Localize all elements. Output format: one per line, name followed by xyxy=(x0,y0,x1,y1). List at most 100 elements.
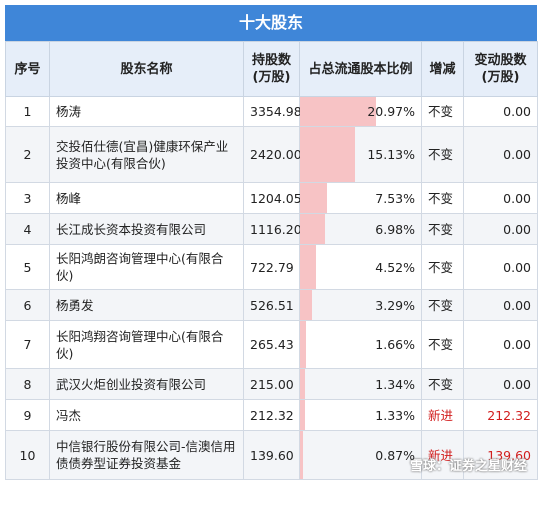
row-index: 1 xyxy=(5,96,50,127)
change-status: 不变 xyxy=(421,182,464,214)
shareholder-name: 杨涛 xyxy=(49,96,244,127)
shareholder-name: 长江成长资本投资有限公司 xyxy=(49,213,244,245)
table-row: 7 长阳鸿翔咨询管理中心(有限合伙) 265.43 1.66% 不变 0.00 xyxy=(5,320,538,369)
header-ratio: 占总流通股本比例 xyxy=(299,41,422,97)
change-status: 新进 xyxy=(421,430,464,480)
change-status: 不变 xyxy=(421,289,464,321)
ratio-bar xyxy=(300,245,317,289)
table-row: 2 交投佰仕德(宜昌)健康环保产业投资中心(有限合伙) 2420.00 15.13% 不… xyxy=(5,126,538,183)
table-title: 十大股东 xyxy=(5,5,537,41)
ratio-cell: 1.33% xyxy=(299,399,422,431)
table-row: 9 冯杰 212.32 1.33% 新进 212.32 xyxy=(5,399,538,431)
header-row: 序号 股东名称 持股数 (万股) 占总流通股本比例 增减 变动股数 (万股) xyxy=(5,41,538,97)
ratio-value: 4.52% xyxy=(375,259,415,275)
header-change-shares-line1: 变动股数 xyxy=(474,53,527,68)
change-status: 不变 xyxy=(421,96,464,127)
header-change: 增减 xyxy=(421,41,464,97)
ratio-bar xyxy=(300,290,312,320)
change-shares-value: 212.32 xyxy=(463,399,538,431)
header-holding-line1: 持股数 xyxy=(251,53,291,68)
change-status: 不变 xyxy=(421,320,464,369)
ratio-value: 1.33% xyxy=(375,407,415,423)
change-shares-value: 0.00 xyxy=(463,213,538,245)
ratio-cell: 0.87% xyxy=(299,430,422,480)
change-status: 不变 xyxy=(421,126,464,183)
change-shares-value: 0.00 xyxy=(463,320,538,369)
ratio-bar xyxy=(300,369,305,399)
row-index: 3 xyxy=(5,182,50,214)
header-holding-line2: (万股) xyxy=(252,70,291,85)
ratio-cell: 1.66% xyxy=(299,320,422,369)
change-shares-value: 0.00 xyxy=(463,368,538,400)
holding-value: 139.60 xyxy=(243,430,300,480)
shareholder-name: 武汉火炬创业投资有限公司 xyxy=(49,368,244,400)
header-index: 序号 xyxy=(5,41,50,97)
watermark-logo: 雪球：证券之星财经 xyxy=(409,459,527,474)
holding-value: 265.43 xyxy=(243,320,300,369)
ratio-value: 20.97% xyxy=(367,104,415,119)
table-row: 3 杨峰 1204.05 7.53% 不变 0.00 xyxy=(5,182,538,214)
holding-value: 2420.00 xyxy=(243,126,302,183)
holding-value: 1204.05 xyxy=(243,182,302,214)
ratio-bar xyxy=(300,127,355,182)
header-change-shares: 变动股数 (万股) xyxy=(463,41,538,97)
ratio-value: 6.98% xyxy=(375,221,415,237)
row-index: 8 xyxy=(5,368,50,400)
row-index: 4 xyxy=(5,213,50,245)
ratio-value: 15.13% xyxy=(367,147,415,162)
ratio-bar xyxy=(300,400,305,430)
table-row: 8 武汉火炬创业投资有限公司 215.00 1.34% 不变 0.00 xyxy=(5,368,538,400)
shareholder-name: 杨勇发 xyxy=(49,289,244,321)
shareholder-name: 杨峰 xyxy=(49,182,244,214)
shareholder-name: 中信银行股份有限公司-信澳信用债债券型证券投资基金 xyxy=(49,430,244,480)
shareholder-name: 交投佰仕德(宜昌)健康环保产业投资中心(有限合伙) xyxy=(49,126,244,183)
ratio-cell: 6.98% xyxy=(299,213,422,245)
shareholder-name: 冯杰 xyxy=(49,399,244,431)
row-index: 2 xyxy=(5,126,50,183)
ratio-value: 1.66% xyxy=(375,337,415,352)
change-status: 不变 xyxy=(421,368,464,400)
shareholders-table: 序号 股东名称 持股数 (万股) 占总流通股本比例 增减 变动股数 (万股) 1… xyxy=(5,41,538,480)
ratio-bar xyxy=(300,97,377,126)
ratio-cell: 15.13% xyxy=(299,126,422,183)
shareholder-name: 长阳鸿翔咨询管理中心(有限合伙) xyxy=(49,320,244,369)
table-row: 5 长阳鸿朗咨询管理中心(有限合伙) 722.79 4.52% 不变 0.00 xyxy=(5,244,538,290)
ratio-value: 7.53% xyxy=(375,190,415,206)
ratio-value: 3.29% xyxy=(375,297,415,313)
ratio-value: 1.34% xyxy=(375,376,415,392)
change-status: 不变 xyxy=(421,213,464,245)
holding-value: 3354.98 xyxy=(243,96,302,127)
holding-value: 722.79 xyxy=(243,244,300,290)
header-holding: 持股数 (万股) xyxy=(243,41,300,97)
change-shares-value: 0.00 xyxy=(463,182,538,214)
row-index: 6 xyxy=(5,289,50,321)
ratio-cell: 1.34% xyxy=(299,368,422,400)
ratio-bar xyxy=(300,214,326,244)
ratio-cell: 20.97% xyxy=(299,96,422,127)
change-status: 不变 xyxy=(421,244,464,290)
holding-value: 526.51 xyxy=(243,289,300,321)
ratio-bar xyxy=(300,321,307,368)
header-name: 股东名称 xyxy=(49,41,244,97)
row-index: 7 xyxy=(5,320,50,369)
ratio-value: 0.87% xyxy=(375,447,415,463)
ratio-bar xyxy=(300,431,304,479)
change-shares-value: 0.00 xyxy=(463,96,538,127)
change-shares-value: 0.00 xyxy=(463,289,538,321)
ratio-bar xyxy=(300,183,328,213)
ratio-cell: 3.29% xyxy=(299,289,422,321)
table-row: 4 长江成长资本投资有限公司 1116.20 6.98% 不变 0.00 xyxy=(5,213,538,245)
change-shares-value: 139.60 xyxy=(463,430,538,480)
header-change-shares-line2: (万股) xyxy=(481,70,520,85)
shareholders-panel: 十大股东 序号 股东名称 持股数 (万股) 占总流通股本比例 增减 变动股数 xyxy=(5,5,538,480)
table-row: 10 中信银行股份有限公司-信澳信用债债券型证券投资基金 139.60 0.87% 新进… xyxy=(5,430,538,480)
change-shares-value: 0.00 xyxy=(463,244,538,290)
row-index: 10 xyxy=(5,430,50,480)
row-index: 5 xyxy=(5,244,50,290)
holding-value: 212.32 xyxy=(243,399,300,431)
holding-value: 1116.20 xyxy=(243,213,302,245)
table-row: 6 杨勇发 526.51 3.29% 不变 0.00 xyxy=(5,289,538,321)
change-status: 新进 xyxy=(421,399,464,431)
holding-value: 215.00 xyxy=(243,368,300,400)
row-index: 9 xyxy=(5,399,50,431)
